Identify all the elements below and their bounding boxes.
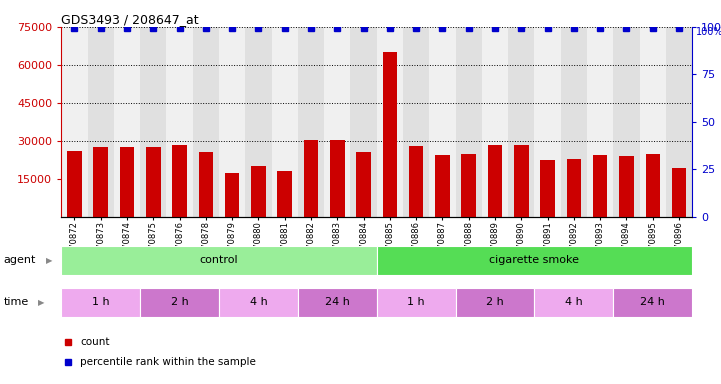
Bar [330, 140, 345, 217]
Bar [593, 155, 607, 217]
Text: 100%: 100% [696, 27, 721, 37]
Bar [587, 27, 614, 217]
Bar [461, 154, 476, 217]
Bar [251, 166, 265, 217]
Bar [245, 27, 272, 217]
Text: GDS3493 / 208647_at: GDS3493 / 208647_at [61, 13, 199, 26]
Bar [172, 146, 187, 217]
Bar [540, 160, 555, 217]
Bar [87, 27, 114, 217]
Bar [482, 27, 508, 217]
Bar [645, 154, 660, 217]
Bar [61, 288, 140, 317]
Bar [120, 147, 134, 217]
Bar [377, 288, 456, 317]
Bar [356, 152, 371, 217]
Bar [114, 27, 140, 217]
Text: agent: agent [4, 255, 36, 265]
Text: time: time [4, 297, 29, 308]
Bar [140, 288, 219, 317]
Bar [193, 27, 219, 217]
Bar [298, 27, 324, 217]
Text: 24 h: 24 h [640, 297, 665, 308]
Bar [403, 27, 429, 217]
Text: 1 h: 1 h [92, 297, 110, 308]
Bar [304, 140, 318, 217]
Bar [61, 27, 87, 217]
Bar [298, 288, 377, 317]
Bar [409, 146, 423, 217]
Text: 2 h: 2 h [171, 297, 188, 308]
Bar [61, 246, 377, 275]
Text: ▶: ▶ [45, 256, 53, 265]
Bar [619, 156, 634, 217]
Bar [377, 246, 692, 275]
Text: 1 h: 1 h [407, 297, 425, 308]
Bar [272, 27, 298, 217]
Text: control: control [200, 255, 239, 265]
Bar [429, 27, 456, 217]
Bar [94, 147, 108, 217]
Text: percentile rank within the sample: percentile rank within the sample [80, 358, 256, 367]
Bar [534, 288, 614, 317]
Bar [514, 145, 528, 217]
Bar [376, 27, 403, 217]
Bar [456, 27, 482, 217]
Bar [219, 27, 245, 217]
Bar [508, 27, 534, 217]
Bar [488, 145, 503, 217]
Bar [324, 27, 350, 217]
Bar [640, 27, 666, 217]
Bar [198, 152, 213, 217]
Bar [456, 288, 534, 317]
Bar [561, 27, 587, 217]
Bar [383, 52, 397, 217]
Bar [567, 159, 581, 217]
Text: 2 h: 2 h [486, 297, 504, 308]
Bar [666, 27, 692, 217]
Bar [614, 288, 692, 317]
Text: count: count [80, 337, 110, 347]
Bar [225, 173, 239, 217]
Bar [672, 167, 686, 217]
Bar [278, 171, 292, 217]
Text: ▶: ▶ [37, 298, 45, 307]
Bar [435, 155, 450, 217]
Bar [534, 27, 561, 217]
Text: cigarette smoke: cigarette smoke [490, 255, 580, 265]
Text: 4 h: 4 h [249, 297, 267, 308]
Bar [67, 151, 81, 217]
Text: 24 h: 24 h [325, 297, 350, 308]
Bar [146, 147, 161, 217]
Bar [614, 27, 640, 217]
Text: 4 h: 4 h [565, 297, 583, 308]
Bar [350, 27, 376, 217]
Bar [219, 288, 298, 317]
Bar [140, 27, 167, 217]
Bar [167, 27, 193, 217]
